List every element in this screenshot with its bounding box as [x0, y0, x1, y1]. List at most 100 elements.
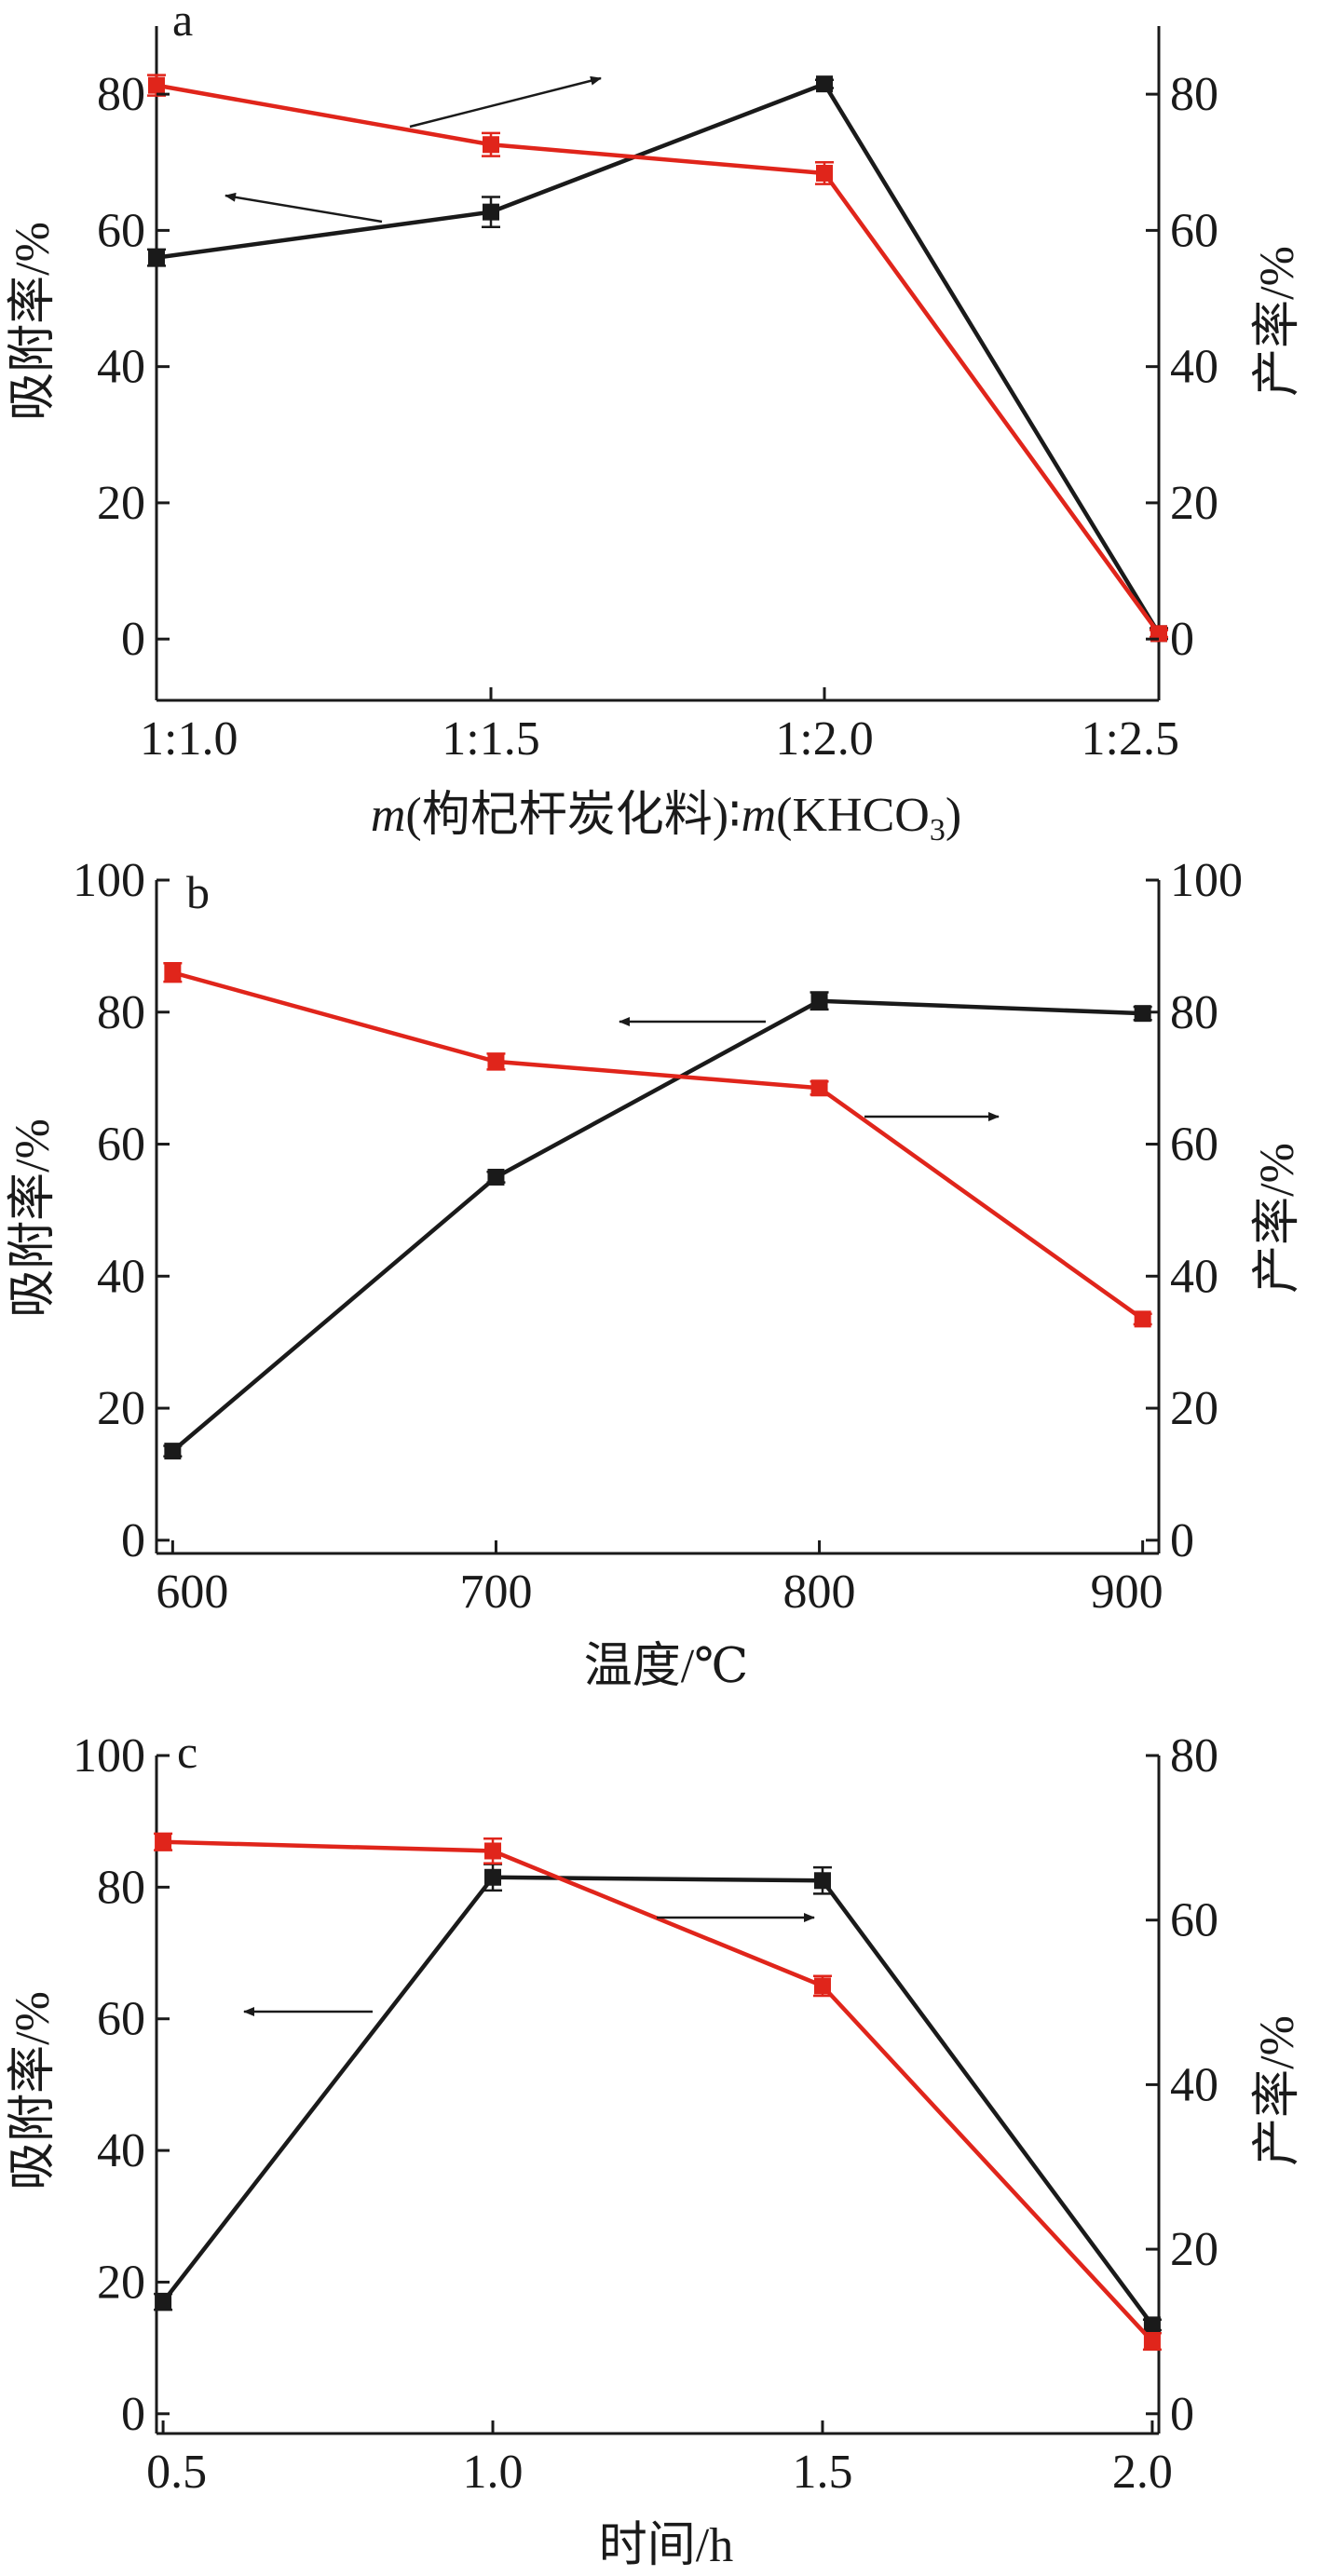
- panel-a-xlabel-mid: (枸杞杆炭化料)∶: [405, 789, 741, 842]
- y-tick-label-right: 60: [1170, 1894, 1218, 1947]
- data-point: [164, 1443, 182, 1460]
- panel-a-series-yield-line: [156, 83, 1161, 635]
- x-tick-label: 800: [783, 1566, 856, 1619]
- panel-c-plot: [154, 1756, 1162, 2435]
- panel-c-xlabel: 时间/h: [599, 2519, 733, 2572]
- x-tick-label: 1:1.5: [442, 712, 539, 766]
- data-point: [155, 1833, 172, 1851]
- y-tick-label-left: 80: [97, 986, 145, 1039]
- x-tick-label: 700: [459, 1566, 532, 1619]
- data-point: [484, 1868, 502, 1886]
- panel-b-xlabel: 温度/℃: [584, 1640, 749, 1693]
- data-point: [1143, 2316, 1161, 2334]
- panel-b: b 0 20 40 60 80 100 0 20 40 60 80 100 600 700 800 900…: [7, 854, 1304, 1693]
- y-tick-label-right: 100: [1170, 854, 1243, 907]
- y-tick-label-left: 20: [97, 1382, 145, 1435]
- y-tick-label-right: 0: [1170, 613, 1194, 666]
- panel-a-xlabel-post: ): [946, 789, 961, 842]
- y-tick-label-left: 20: [97, 477, 145, 530]
- x-tick-label: 900: [1091, 1566, 1164, 1619]
- data-point: [487, 1052, 505, 1070]
- x-tick-label: 1:2.5: [1082, 712, 1179, 766]
- panel-c-ylabel-left: 吸附率/%: [7, 1991, 60, 2190]
- panel-c-letter: c: [177, 1726, 197, 1778]
- data-point: [484, 1842, 502, 1860]
- arrow-to-right-axis: [409, 75, 602, 129]
- y-tick-label-right: 80: [1170, 68, 1218, 121]
- data-point: [164, 964, 182, 982]
- y-tick-label-left: 60: [97, 1993, 145, 2046]
- panel-a-xticks: 1:1.0 1:1.5 1:2.0 1:2.5: [140, 687, 1179, 766]
- panel-b-yticks-right: 0 20 40 60 80 100: [1146, 854, 1243, 1567]
- panel-a-series-adsorption-line: [156, 81, 1161, 635]
- data-point: [487, 1168, 505, 1186]
- y-tick-label-left: 60: [97, 204, 145, 257]
- y-tick-label-left: 20: [97, 2256, 145, 2309]
- data-point: [148, 249, 165, 266]
- panel-c-xticks: 0.5 1.0 1.5 2.0: [146, 2420, 1173, 2499]
- data-point: [148, 76, 165, 94]
- panel-b-ylabel-right: 产率/%: [1251, 1143, 1304, 1294]
- y-tick-label-right: 0: [1170, 2388, 1194, 2441]
- data-point: [1143, 2333, 1161, 2351]
- y-tick-label-left: 0: [121, 613, 145, 666]
- y-tick-label-left: 0: [121, 1514, 145, 1567]
- panel-b-series-adsorption-line: [170, 998, 1143, 1453]
- data-point: [813, 1977, 831, 1995]
- data-point: [155, 2293, 172, 2311]
- panel-b-letter: b: [186, 866, 210, 918]
- y-tick-label-right: 0: [1170, 1514, 1194, 1567]
- x-tick-label: 600: [156, 1566, 228, 1619]
- panel-a-plot: [147, 26, 1168, 702]
- y-tick-label-right: 60: [1170, 204, 1218, 257]
- panel-b-yticks-left: 0 20 40 60 80 100: [73, 854, 170, 1567]
- y-tick-label-left: 40: [97, 2124, 145, 2177]
- y-tick-label-right: 40: [1170, 1250, 1218, 1303]
- y-tick-label-left: 100: [73, 854, 145, 907]
- x-tick-label: 1:2.0: [775, 712, 873, 766]
- panel-c-yticks-right: 0 20 40 60 80: [1146, 1729, 1218, 2441]
- panel-b-series-yield-line: [171, 970, 1144, 1322]
- panel-a-yticks-left: 0 20 40 60 80: [97, 68, 170, 666]
- y-tick-label-right: 80: [1170, 986, 1218, 1039]
- y-tick-label-left: 40: [97, 1250, 145, 1303]
- data-point: [816, 75, 833, 93]
- y-tick-label-right: 40: [1170, 2058, 1218, 2111]
- y-tick-label-left: 100: [73, 1729, 145, 1783]
- y-tick-label-left: 60: [97, 1119, 145, 1172]
- panel-a-ylabel-left: 吸附率/%: [7, 222, 60, 421]
- data-point: [816, 164, 833, 182]
- x-tick-label: 1.0: [463, 2446, 524, 2499]
- y-tick-label-left: 40: [97, 341, 145, 394]
- panel-c-series-adsorption-line: [161, 1875, 1154, 2326]
- y-tick-label-left: 80: [97, 68, 145, 121]
- panel-a: a 0 20 40 60 80 0 20 40 60 80 1:1.0 1:1.5 1:2.0 1:2…: [7, 0, 1304, 847]
- data-point: [813, 1872, 831, 1890]
- panel-c-ylabel-right: 产率/%: [1251, 2015, 1304, 2166]
- panel-a-xlabel: m(枸杞杆炭化料)∶m(KHCO3): [371, 789, 961, 847]
- data-point: [483, 136, 499, 154]
- panel-a-ylabel-right: 产率/%: [1251, 246, 1304, 397]
- data-point: [483, 203, 499, 221]
- data-point: [810, 992, 828, 1010]
- panel-a-xlabel-m2: m: [742, 789, 777, 842]
- panel-a-yticks-right: 0 20 40 60 80: [1146, 68, 1218, 666]
- panel-b-ylabel-left: 吸附率/%: [7, 1119, 60, 1318]
- x-tick-label: 1.5: [792, 2446, 852, 2499]
- panel-b-plot: [155, 880, 1161, 1555]
- panel-a-xlabel-pre: (KHCO: [776, 789, 930, 842]
- panel-b-xticks: 600 700 800 900: [156, 1540, 1164, 1619]
- y-tick-label-right: 80: [1170, 1729, 1218, 1783]
- panel-a-letter: a: [172, 0, 193, 46]
- y-tick-label-right: 20: [1170, 2223, 1218, 2276]
- y-tick-label-right: 20: [1170, 1382, 1218, 1435]
- x-tick-label: 2.0: [1112, 2446, 1173, 2499]
- x-tick-label: 0.5: [146, 2446, 207, 2499]
- panel-c-yticks-left: 0 20 40 60 80 100: [73, 1729, 170, 2441]
- arrow-to-left-axis: [225, 192, 383, 224]
- x-tick-label: 1:1.0: [140, 712, 238, 766]
- y-tick-label-left: 80: [97, 1861, 145, 1914]
- panel-c: c 0 20 40 60 80 100 0 20 40 60 80 0.5 1.0 1.5 2.0 吸附…: [7, 1726, 1304, 2572]
- y-tick-label-right: 20: [1170, 477, 1218, 530]
- y-tick-label-right: 40: [1170, 341, 1218, 394]
